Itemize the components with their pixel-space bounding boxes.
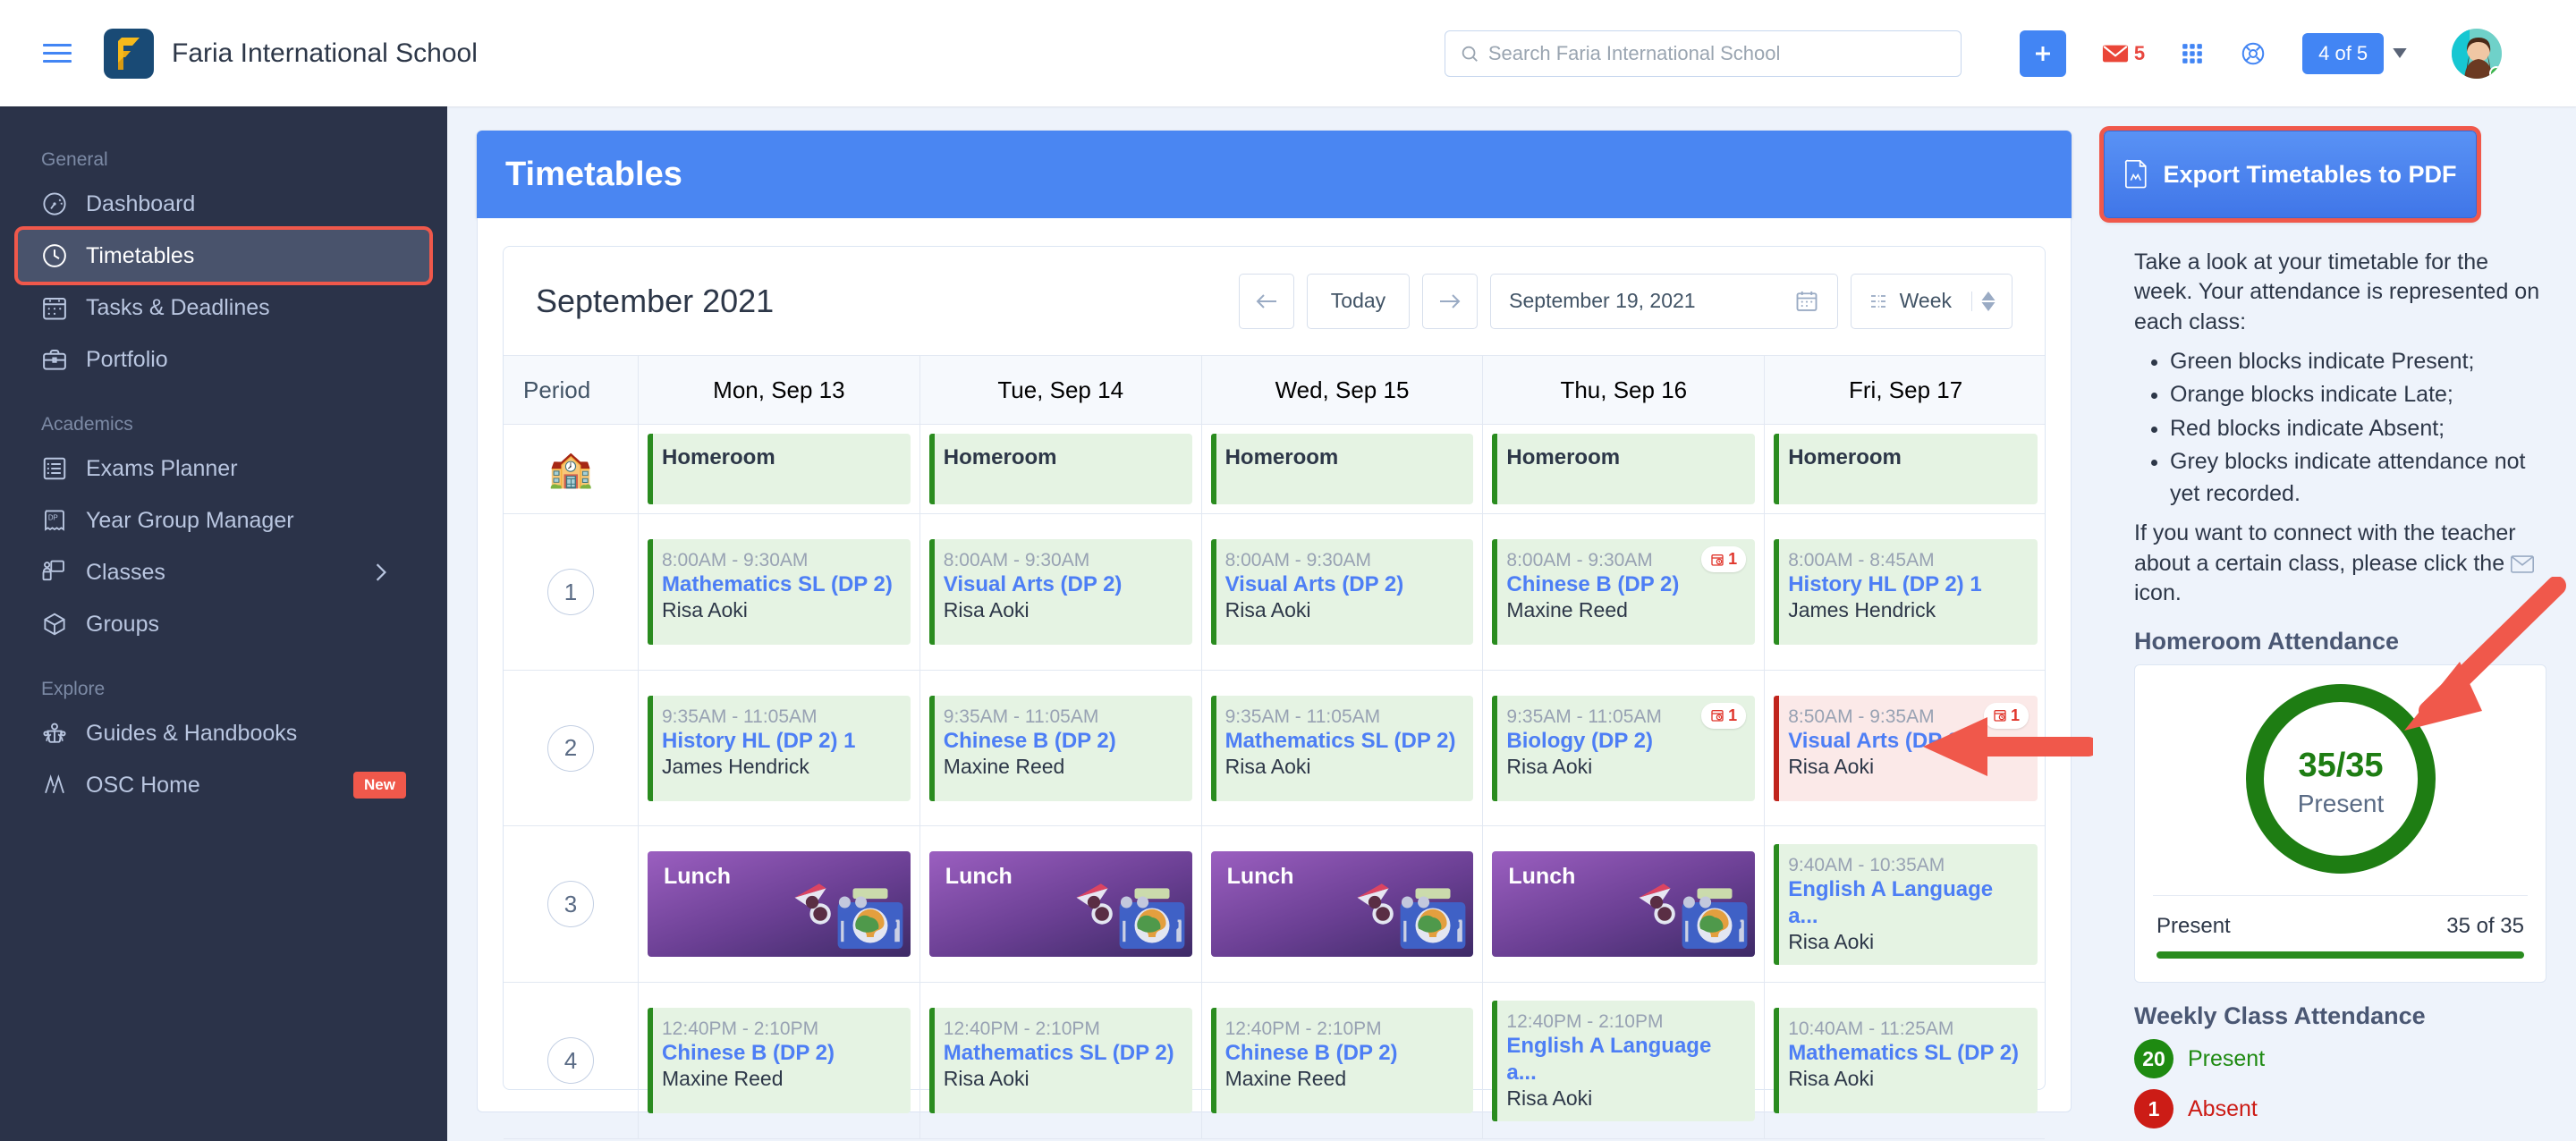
svg-text:35/35: 35/35 — [2298, 747, 2383, 784]
svg-text:DP: DP — [48, 513, 58, 521]
svg-text:Present: Present — [2297, 790, 2384, 817]
